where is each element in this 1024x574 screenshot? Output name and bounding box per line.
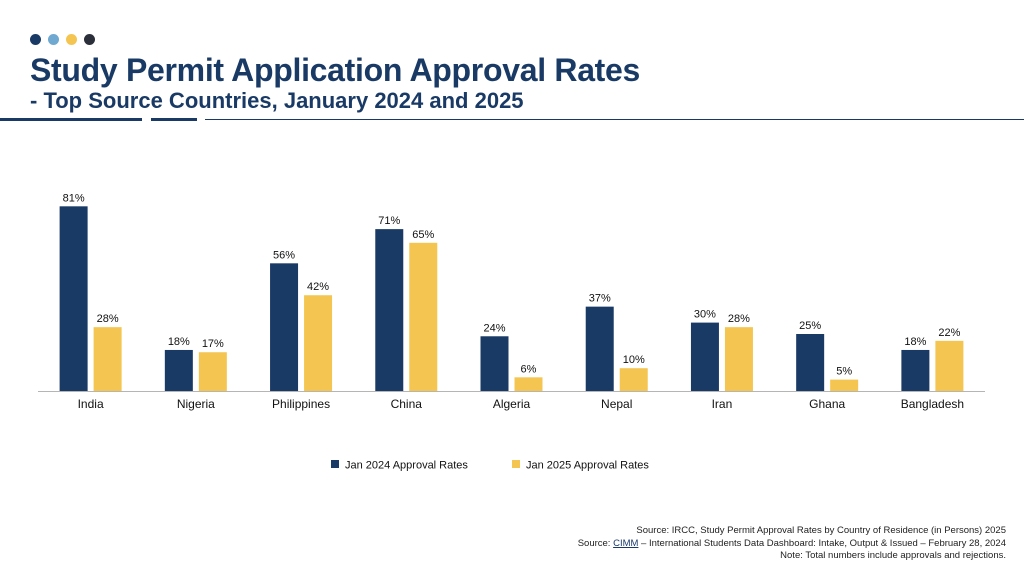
bar-india-series-1 [59,206,88,391]
bar-nepal-series-2 [619,368,648,391]
source-note: Note: Total numbers include approvals an… [780,550,1006,561]
page-title: Study Permit Application Approval Rates [30,52,641,88]
bar-china-series-1 [375,229,404,391]
category-label-india: India [78,397,104,411]
header-rule-thick-right [151,118,197,121]
decorative-dots [30,34,95,45]
data-label-nigeria-series-1: 18% [168,336,190,348]
bar-philippines-series-2 [304,295,333,391]
category-label-nepal: Nepal [601,397,632,411]
dot-navy [30,34,41,45]
category-label-philippines: Philippines [272,397,330,411]
data-labels-group: 81% 28% 18% 17% 56% 42% 71% 65% 24% 6% 37% 10% 30% 28… [63,192,961,377]
data-label-nepal-series-2: 10% [623,354,645,366]
data-label-bangladesh-series-2: 22% [938,327,960,339]
source-line-2: Source: CIMM – International Students Da… [578,538,1006,551]
bar-ghana-series-2 [830,379,859,391]
legend-swatch-series-2 [512,460,520,468]
bar-ghana-series-1 [796,334,825,391]
dot-yellow [66,34,77,45]
bar-nepal-series-1 [585,306,614,391]
data-label-philippines-series-1: 56% [273,249,295,261]
legend: Jan 2024 Approval Rates Jan 2025 Approval… [331,460,649,472]
data-label-china-series-1: 71% [378,215,400,227]
data-label-india-series-2: 28% [97,313,119,325]
source-line-2-prefix: Source: [577,537,614,549]
data-label-philippines-series-2: 42% [307,281,329,293]
source-line-1: Source: IRCC, Study Permit Approval Rate… [636,525,1006,536]
bar-bangladesh-series-2 [935,340,964,391]
source-notes: Source: IRCC, Study Permit Approval Rate… [578,525,1006,563]
bar-nigeria-series-2 [198,352,227,391]
data-label-india-series-1: 81% [63,192,85,204]
data-label-china-series-2: 65% [412,229,434,241]
legend-swatch-series-1 [331,460,339,468]
dot-light-blue [48,34,59,45]
data-label-algeria-series-2: 6% [521,363,537,375]
category-labels-group: India Nigeria Philippines China Algeria Nepal… [78,397,964,411]
dot-dark [84,34,95,45]
bar-india-series-2 [93,327,122,391]
category-label-nigeria: Nigeria [177,397,215,411]
bar-algeria-series-2 [514,377,543,391]
category-label-ghana: Ghana [809,397,845,411]
category-label-china: China [391,397,423,411]
header-rule-thin [205,119,1024,120]
legend-label-series-1: Jan 2024 Approval Rates [345,460,468,472]
category-label-algeria: Algeria [493,397,531,411]
cimm-link[interactable]: CIMM [613,537,639,549]
data-label-bangladesh-series-1: 18% [904,336,926,348]
bar-iran-series-2 [724,327,753,391]
category-label-bangladesh: Bangladesh [901,397,964,411]
data-label-ghana-series-1: 25% [799,320,821,332]
bar-philippines-series-1 [270,263,299,391]
page-subtitle: - Top Source Countries, January 2024 and… [30,88,524,113]
bar-nigeria-series-1 [164,349,193,391]
data-label-nigeria-series-2: 17% [202,338,224,350]
bar-china-series-2 [409,242,438,391]
bar-algeria-series-1 [480,336,509,391]
bar-iran-series-1 [690,322,719,391]
data-label-nepal-series-1: 37% [589,293,611,305]
source-line-2-suffix: – International Students Data Dashboard:… [638,537,1006,549]
data-label-iran-series-2: 28% [728,313,750,325]
bars-group [59,206,964,391]
legend-label-series-2: Jan 2025 Approval Rates [526,460,649,472]
data-label-algeria-series-1: 24% [483,322,505,334]
data-label-ghana-series-2: 5% [836,366,852,378]
category-label-iran: Iran [712,397,733,411]
bar-bangladesh-series-1 [901,349,930,391]
data-label-iran-series-1: 30% [694,309,716,321]
header-rule-thick-left [0,118,142,121]
